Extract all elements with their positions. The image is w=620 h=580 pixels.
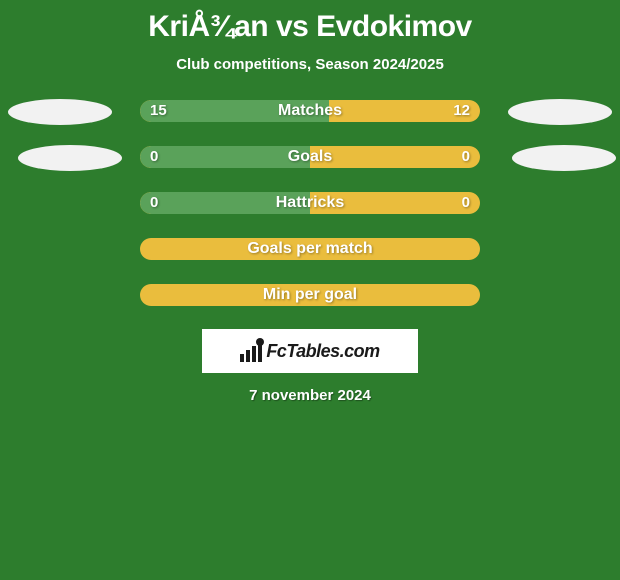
date-label: 7 november 2024 [0,387,620,404]
stat-bar [140,238,480,260]
player-shape-left [18,145,122,171]
comparison-widget: KriÅ¾an vs Evdokimov Club competitions, … [0,0,620,404]
stat-bar [140,284,480,306]
stat-row: Matches1512 [0,99,620,123]
fctables-icon [240,340,262,362]
logo-text: FcTables.com [266,341,379,362]
stat-bar-left-fill [140,192,310,214]
player-shape-right [512,145,616,171]
stat-row: Min per goal [0,283,620,307]
stat-row: Goals per match [0,237,620,261]
stat-bar-left-fill [140,146,310,168]
stat-bar [140,192,480,214]
subtitle: Club competitions, Season 2024/2025 [0,56,620,73]
stat-bar-left-fill [140,100,329,122]
logo-inner: FcTables.com [240,340,379,362]
player-shape-right [508,99,612,125]
page-title: KriÅ¾an vs Evdokimov [0,10,620,44]
stat-rows: Matches1512 Goals00 Hattricks00 Goals per m… [0,99,620,307]
stat-row: Hattricks00 [0,191,620,215]
stat-bar [140,100,480,122]
stat-bar [140,146,480,168]
logo-box[interactable]: FcTables.com [202,329,418,373]
stat-row: Goals00 [0,145,620,169]
player-shape-left [8,99,112,125]
